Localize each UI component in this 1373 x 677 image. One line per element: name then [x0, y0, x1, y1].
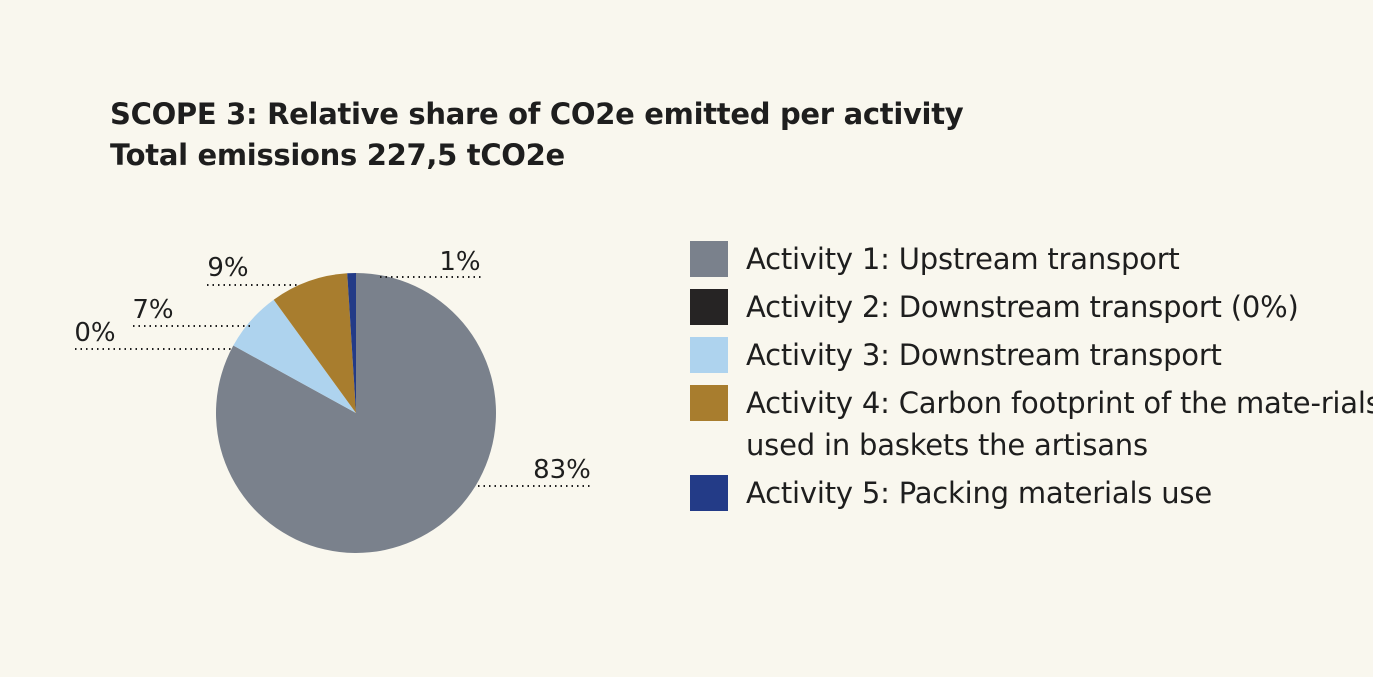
legend-swatch — [690, 337, 728, 373]
legend-label: Activity 4: Carbon footprint of the mate… — [746, 386, 1373, 462]
legend-label: Activity 5: Packing materials use — [746, 476, 1212, 510]
legend-label: Activity 1: Upstream transport — [746, 242, 1180, 276]
legend-label: Activity 2: Downstream transport (0%) — [746, 290, 1299, 324]
label-9-percent: 9% — [207, 253, 248, 283]
label-0-percent: 0% — [74, 318, 115, 348]
slice-activity-3 — [233, 299, 356, 413]
legend-item-activity-2: Activity 2: Downstream transport (0%) — [690, 286, 1373, 328]
chart-title: SCOPE 3: Relative share of CO2e emitted … — [110, 97, 964, 131]
legend-swatch — [690, 241, 728, 277]
chart-subtitle: Total emissions 227,5 tCO2e — [110, 138, 565, 172]
legend-item-activity-4: Activity 4: Carbon footprint of the mate… — [690, 382, 1373, 466]
label-1-percent: 1% — [439, 247, 480, 277]
slice-activity-5 — [347, 273, 356, 413]
legend-label: Activity 3: Downstream transport — [746, 338, 1222, 372]
legend-item-activity-1: Activity 1: Upstream transport — [690, 238, 1373, 280]
slice-activity-4 — [273, 273, 356, 413]
legend-swatch — [690, 475, 728, 511]
chart-title-block: SCOPE 3: Relative share of CO2e emitted … — [110, 94, 964, 176]
legend-item-activity-5: Activity 5: Packing materials use — [690, 472, 1373, 514]
legend-swatch — [690, 289, 728, 325]
label-7-percent: 7% — [132, 295, 173, 325]
legend-item-activity-3: Activity 3: Downstream transport — [690, 334, 1373, 376]
legend: Activity 1: Upstream transport Activity … — [690, 238, 1373, 520]
label-83-percent: 83% — [533, 455, 591, 485]
legend-swatch — [690, 385, 728, 421]
